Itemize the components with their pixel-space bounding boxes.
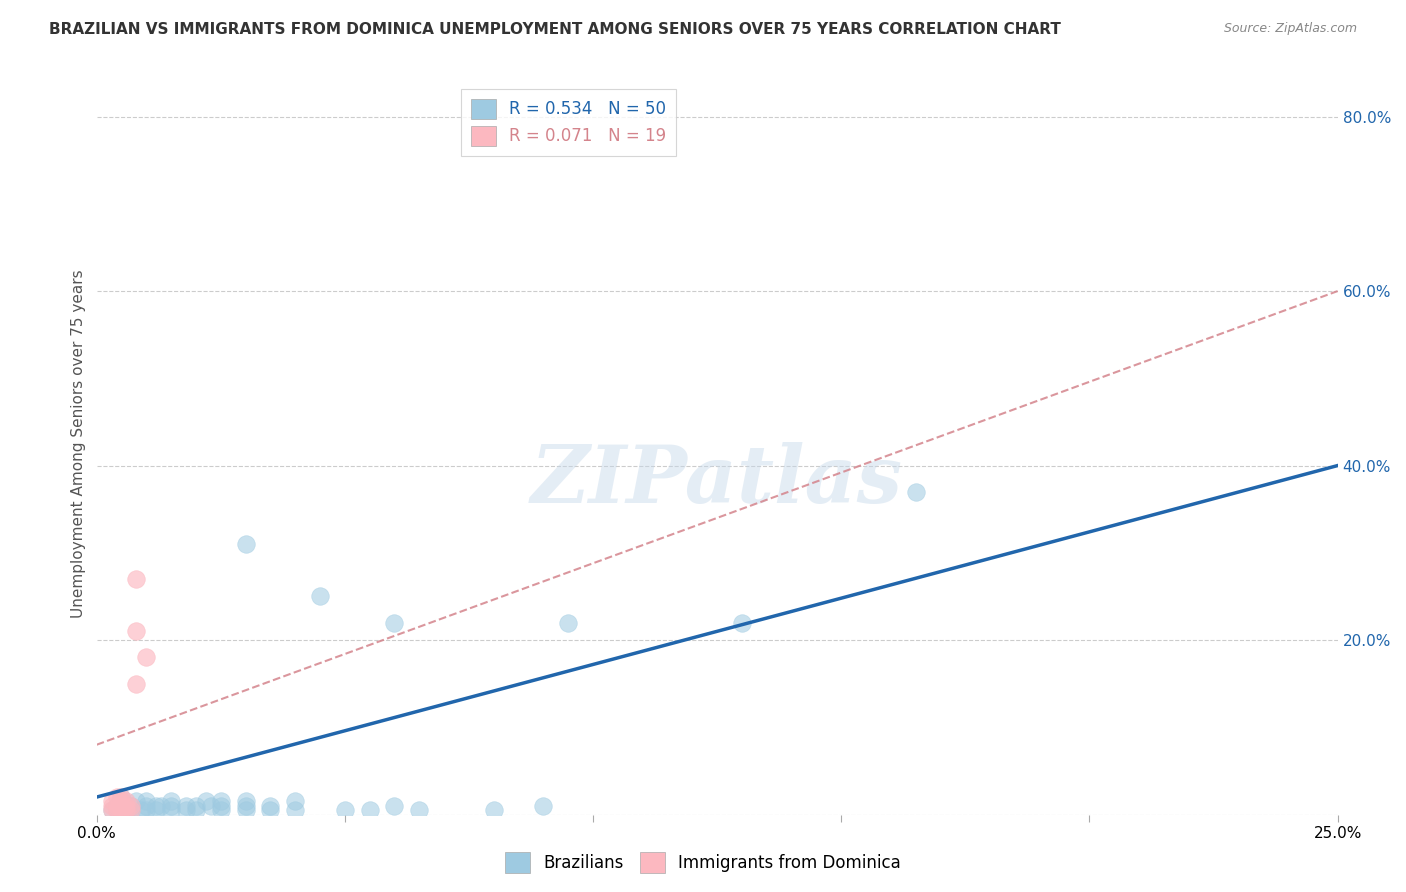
Point bbox=[110, 803, 132, 817]
Point bbox=[105, 790, 128, 805]
Point bbox=[135, 803, 157, 817]
Point bbox=[200, 798, 222, 813]
Point bbox=[235, 537, 257, 551]
Point bbox=[235, 794, 257, 808]
Point bbox=[184, 798, 207, 813]
Point bbox=[333, 803, 356, 817]
Point bbox=[100, 794, 122, 808]
Point bbox=[125, 676, 148, 690]
Point bbox=[110, 790, 132, 805]
Point bbox=[100, 803, 122, 817]
Point bbox=[115, 803, 138, 817]
Point bbox=[110, 794, 132, 808]
Point bbox=[115, 798, 138, 813]
Point bbox=[115, 803, 138, 817]
Point bbox=[194, 794, 217, 808]
Point bbox=[131, 803, 153, 817]
Point bbox=[284, 794, 307, 808]
Point bbox=[120, 798, 142, 813]
Point bbox=[384, 615, 406, 630]
Point bbox=[160, 794, 183, 808]
Point bbox=[209, 803, 232, 817]
Legend: Brazilians, Immigrants from Dominica: Brazilians, Immigrants from Dominica bbox=[498, 846, 908, 880]
Point bbox=[135, 794, 157, 808]
Point bbox=[160, 798, 183, 813]
Point bbox=[100, 798, 122, 813]
Point bbox=[125, 572, 148, 586]
Point bbox=[115, 798, 138, 813]
Point bbox=[110, 803, 132, 817]
Text: ZIPatlas: ZIPatlas bbox=[531, 442, 903, 519]
Point bbox=[259, 803, 281, 817]
Point bbox=[125, 624, 148, 639]
Point bbox=[115, 794, 138, 808]
Point bbox=[120, 798, 142, 813]
Point bbox=[135, 650, 157, 665]
Point bbox=[105, 798, 128, 813]
Point bbox=[284, 803, 307, 817]
Point bbox=[125, 794, 148, 808]
Point bbox=[184, 803, 207, 817]
Point bbox=[110, 798, 132, 813]
Point bbox=[235, 803, 257, 817]
Point bbox=[174, 798, 197, 813]
Point bbox=[105, 798, 128, 813]
Text: BRAZILIAN VS IMMIGRANTS FROM DOMINICA UNEMPLOYMENT AMONG SENIORS OVER 75 YEARS C: BRAZILIAN VS IMMIGRANTS FROM DOMINICA UN… bbox=[49, 22, 1062, 37]
Point bbox=[120, 803, 142, 817]
Point bbox=[105, 803, 128, 817]
Point bbox=[235, 798, 257, 813]
Point bbox=[359, 803, 381, 817]
Point bbox=[120, 803, 142, 817]
Point bbox=[408, 803, 430, 817]
Point bbox=[904, 484, 927, 499]
Y-axis label: Unemployment Among Seniors over 75 years: Unemployment Among Seniors over 75 years bbox=[72, 269, 86, 618]
Point bbox=[110, 798, 132, 813]
Point bbox=[731, 615, 754, 630]
Point bbox=[100, 803, 122, 817]
Point bbox=[557, 615, 579, 630]
Point bbox=[105, 803, 128, 817]
Point bbox=[150, 798, 173, 813]
Point bbox=[110, 790, 132, 805]
Point bbox=[384, 798, 406, 813]
Point bbox=[160, 803, 183, 817]
Point bbox=[209, 794, 232, 808]
Point bbox=[309, 590, 332, 604]
Point bbox=[174, 803, 197, 817]
Point bbox=[145, 798, 167, 813]
Point bbox=[259, 798, 281, 813]
Point bbox=[110, 794, 132, 808]
Point bbox=[135, 798, 157, 813]
Point bbox=[145, 803, 167, 817]
Point bbox=[209, 798, 232, 813]
Point bbox=[531, 798, 554, 813]
Text: Source: ZipAtlas.com: Source: ZipAtlas.com bbox=[1223, 22, 1357, 36]
Legend: R = 0.534   N = 50, R = 0.071   N = 19: R = 0.534 N = 50, R = 0.071 N = 19 bbox=[461, 88, 676, 156]
Point bbox=[482, 803, 505, 817]
